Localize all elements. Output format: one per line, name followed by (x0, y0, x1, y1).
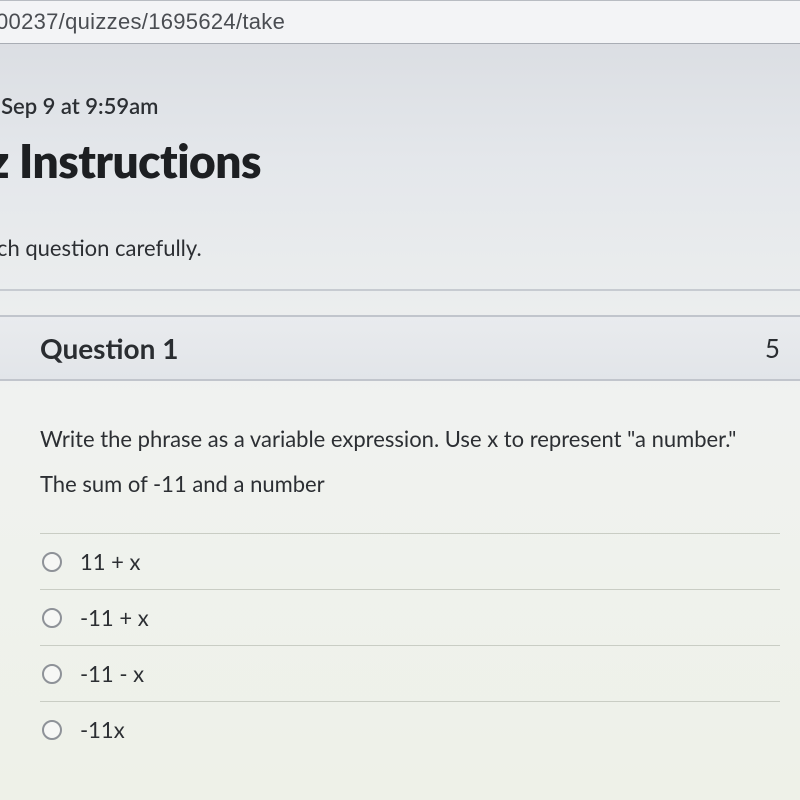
question-title: Question 1 (40, 331, 178, 365)
answer-options: 11 + x -11 + x -11 - x -11x (40, 533, 780, 757)
page-title: z Instructions (0, 133, 800, 188)
url-text: 00237/quizzes/1695624/take (0, 9, 285, 35)
radio-icon[interactable] (42, 608, 62, 628)
question-points: 5 (765, 332, 780, 364)
browser-url-bar: 00237/quizzes/1695624/take (0, 0, 800, 44)
radio-icon[interactable] (42, 720, 62, 740)
option-c-label: -11 - x (80, 660, 144, 687)
page-content: : Sep 9 at 9:59am z Instructions ach que… (0, 44, 800, 777)
question-prompt-line-2: The sum of -11 and a number (40, 470, 780, 497)
option-c[interactable]: -11 - x (40, 645, 780, 701)
option-d[interactable]: -11x (40, 701, 780, 757)
due-info: : Sep 9 at 9:59am (0, 92, 800, 119)
option-a-label: 11 + x (80, 548, 141, 575)
question-prompt-line-1: Write the phrase as a variable expressio… (40, 425, 780, 452)
divider (0, 289, 800, 291)
radio-icon[interactable] (42, 552, 62, 572)
instructions-text: ach question carefully. (0, 234, 800, 261)
option-d-label: -11x (80, 716, 125, 743)
option-a[interactable]: 11 + x (40, 533, 780, 589)
option-b-label: -11 + x (80, 604, 149, 631)
question-header-bar: Question 1 5 (0, 315, 800, 381)
option-b[interactable]: -11 + x (40, 589, 780, 645)
radio-icon[interactable] (42, 664, 62, 684)
question-body: Write the phrase as a variable expressio… (0, 381, 800, 777)
